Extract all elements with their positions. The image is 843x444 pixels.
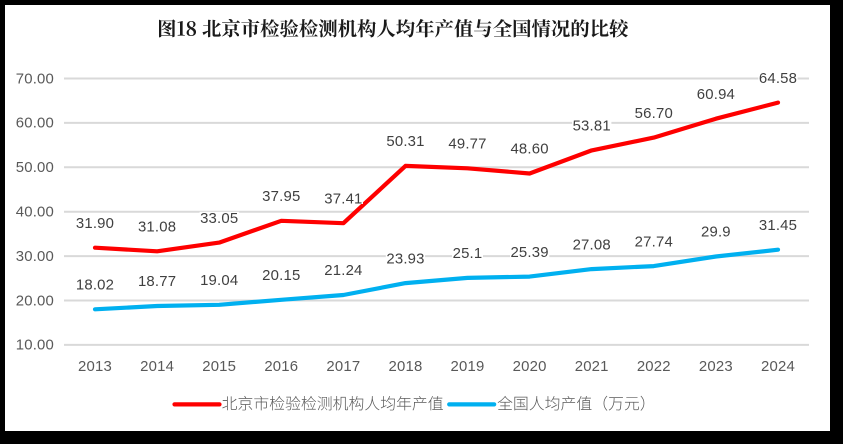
svg-text:37.95: 37.95: [262, 189, 300, 205]
svg-text:49.77: 49.77: [448, 137, 486, 153]
svg-text:60.94: 60.94: [697, 87, 735, 103]
svg-text:2020: 2020: [513, 359, 547, 375]
svg-text:18.77: 18.77: [138, 274, 176, 290]
svg-text:40.00: 40.00: [16, 205, 54, 221]
svg-text:2014: 2014: [140, 359, 174, 375]
svg-text:19.04: 19.04: [200, 273, 238, 289]
svg-text:64.58: 64.58: [759, 71, 797, 87]
svg-text:2016: 2016: [264, 359, 298, 375]
svg-text:25.1: 25.1: [453, 246, 483, 262]
svg-text:2018: 2018: [389, 359, 423, 375]
svg-text:21.24: 21.24: [324, 263, 362, 279]
svg-text:56.70: 56.70: [635, 106, 673, 122]
svg-text:30.00: 30.00: [16, 249, 54, 265]
svg-text:2015: 2015: [202, 359, 236, 375]
svg-text:10.00: 10.00: [16, 338, 54, 354]
svg-text:2021: 2021: [575, 359, 609, 375]
svg-text:50.31: 50.31: [386, 134, 424, 150]
svg-text:20.15: 20.15: [262, 268, 300, 284]
svg-text:33.05: 33.05: [200, 211, 238, 227]
svg-text:2013: 2013: [78, 359, 112, 375]
svg-text:25.39: 25.39: [510, 245, 548, 261]
svg-text:27.74: 27.74: [635, 234, 673, 250]
svg-text:31.08: 31.08: [138, 220, 176, 236]
svg-text:31.45: 31.45: [759, 218, 797, 234]
svg-text:60.00: 60.00: [16, 116, 54, 132]
svg-text:29.9: 29.9: [701, 225, 731, 241]
svg-text:27.08: 27.08: [573, 237, 611, 253]
svg-text:48.60: 48.60: [510, 142, 548, 158]
svg-text:2017: 2017: [326, 359, 360, 375]
svg-text:37.41: 37.41: [324, 191, 362, 207]
svg-text:50.00: 50.00: [16, 160, 54, 176]
svg-text:20.00: 20.00: [16, 293, 54, 309]
svg-text:70.00: 70.00: [16, 71, 54, 87]
svg-text:31.90: 31.90: [76, 216, 114, 232]
svg-text:2022: 2022: [637, 359, 671, 375]
svg-text:2024: 2024: [761, 359, 795, 375]
svg-text:2019: 2019: [451, 359, 485, 375]
svg-text:18.02: 18.02: [76, 278, 114, 294]
svg-text:53.81: 53.81: [573, 119, 611, 135]
svg-text:23.93: 23.93: [386, 251, 424, 267]
svg-text:2023: 2023: [699, 359, 733, 375]
